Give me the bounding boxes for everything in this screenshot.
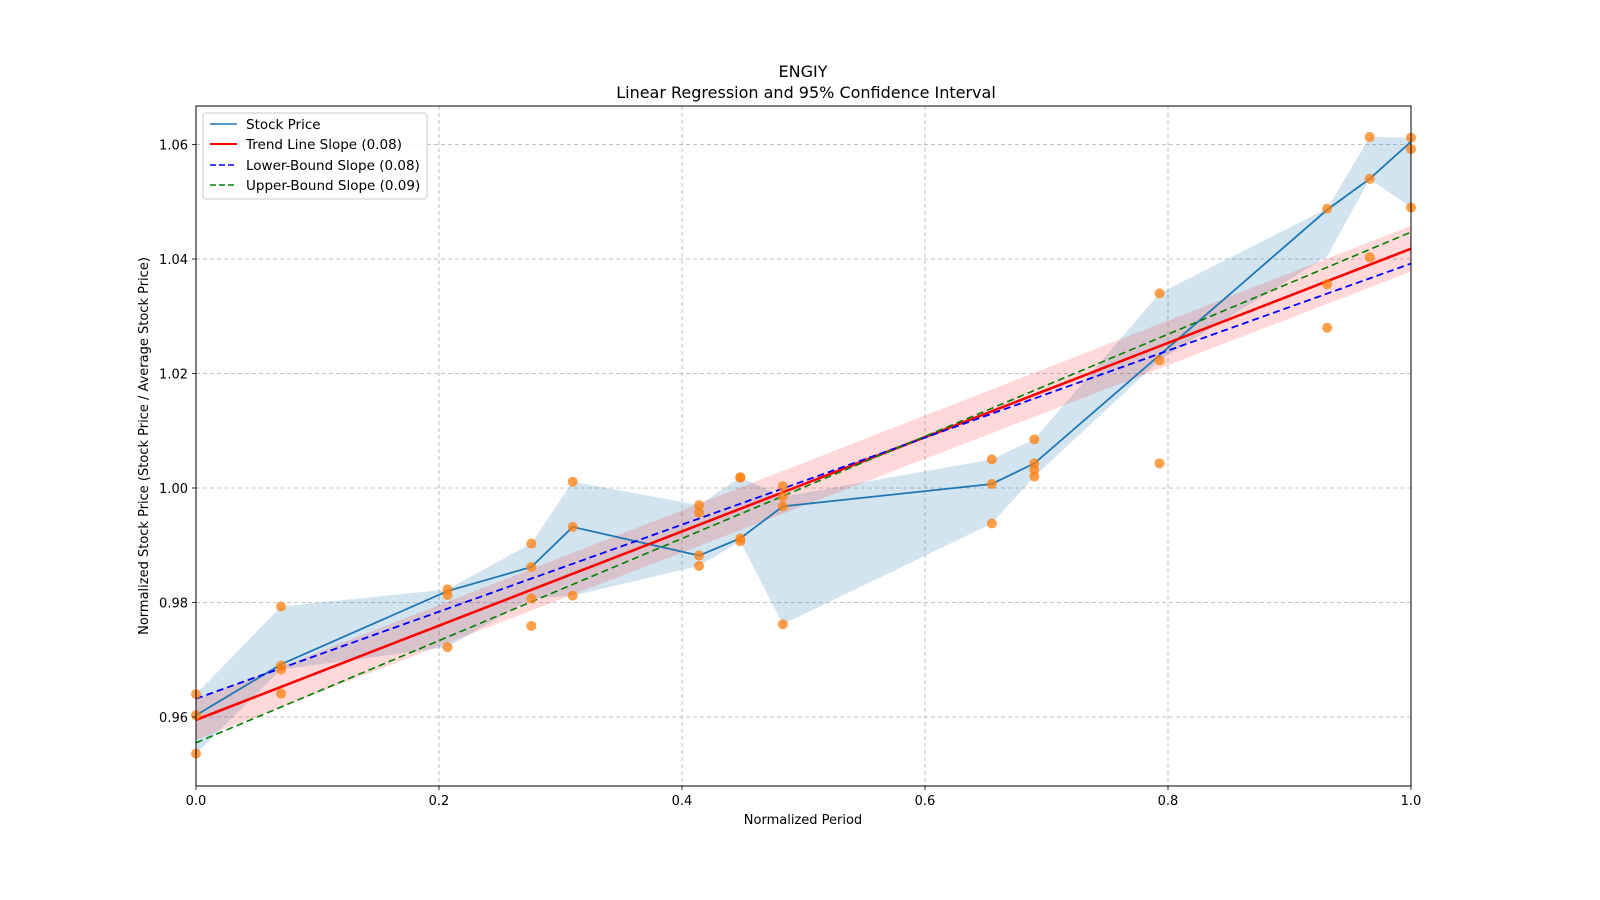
scatter-point <box>986 454 997 465</box>
x-tick-label: 0.4 <box>672 794 693 809</box>
scatter-point <box>1322 322 1333 333</box>
y-tick-label: 1.06 <box>159 139 188 154</box>
scatter-point <box>986 518 997 529</box>
scatter-point <box>1322 279 1333 290</box>
chart-subtitle: Linear Regression and 95% Confidence Int… <box>616 83 996 102</box>
scatter-point <box>694 500 705 511</box>
scatter-point <box>1364 132 1375 143</box>
scatter-point <box>694 507 705 518</box>
grid <box>195 106 1412 786</box>
scatter-point <box>526 620 537 631</box>
scatter-point <box>567 521 578 532</box>
chart-title: ENGIY <box>779 62 828 81</box>
scatter-point <box>1154 458 1165 469</box>
scatter-point <box>694 560 705 571</box>
scatter-point <box>1364 173 1375 184</box>
scatter-point <box>735 472 746 483</box>
scatter-point <box>777 481 788 492</box>
trend-line <box>195 247 1412 722</box>
scatter-point <box>1154 288 1165 299</box>
x-tick-label: 1.0 <box>1401 794 1422 809</box>
scatter-point <box>1029 464 1040 475</box>
y-tick-label: 0.98 <box>159 597 188 612</box>
scatter-point <box>567 590 578 601</box>
y-tick-label: 1.02 <box>159 368 188 383</box>
scatter-point <box>526 538 537 549</box>
scatter-point <box>276 664 287 675</box>
legend-label-lower-bound: Lower-Bound Slope (0.08) <box>246 158 420 174</box>
scatter-point <box>735 536 746 547</box>
legend-label-trend-line: Trend Line Slope (0.08) <box>245 137 402 153</box>
x-tick-label: 0.2 <box>429 794 450 809</box>
series-lines <box>195 140 1412 744</box>
y-axis: 0.96 0.98 1.00 1.02 1.04 1.06 <box>159 139 196 726</box>
scatter-point <box>777 619 788 630</box>
scatter-point <box>526 593 537 604</box>
scatter-point <box>1364 252 1375 263</box>
scatter-point <box>276 688 287 699</box>
legend-label-stock-price: Stock Price <box>246 117 321 133</box>
y-tick-label: 1.04 <box>159 253 188 268</box>
y-tick-label: 0.96 <box>159 711 188 726</box>
legend-label-upper-bound: Upper-Bound Slope (0.09) <box>246 178 420 194</box>
x-tick-label: 0.6 <box>915 794 936 809</box>
scatter-point <box>567 476 578 487</box>
scatter-point <box>1154 355 1165 366</box>
scatter-point <box>777 491 788 502</box>
x-axis: 0.0 0.2 0.4 0.6 0.8 1.0 <box>186 786 1422 809</box>
scatter-point <box>1322 203 1333 214</box>
legend-box <box>202 112 428 200</box>
scatter-point <box>694 550 705 561</box>
x-tick-label: 0.0 <box>186 794 207 809</box>
stock-price-confidence-band <box>196 137 1411 754</box>
scatter-point <box>1029 434 1040 445</box>
confidence-bands <box>196 137 1411 754</box>
scatter-point <box>777 501 788 512</box>
scatter-point <box>442 590 453 601</box>
scatter-point <box>526 562 537 573</box>
legend: Stock Price Trend Line Slope (0.08) Lowe… <box>202 112 428 200</box>
lower-bound-line <box>195 262 1412 700</box>
x-axis-label: Normalized Period <box>744 813 862 828</box>
scatter-point <box>986 478 997 489</box>
plot-frame <box>195 105 1412 787</box>
y-axis-label: Normalized Stock Price (Stock Price / Av… <box>137 257 152 635</box>
y-tick-label: 1.00 <box>159 482 188 497</box>
trend-confidence-band <box>196 225 1411 740</box>
x-tick-label: 0.8 <box>1158 794 1179 809</box>
scatter-point <box>442 642 453 653</box>
scatter-point <box>276 601 287 612</box>
stock-price-line <box>195 140 1412 717</box>
scatter-point <box>1029 471 1040 482</box>
